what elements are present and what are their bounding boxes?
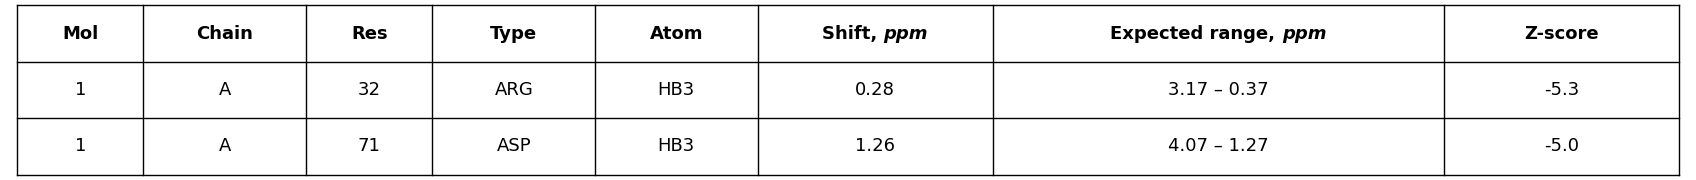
Text: Expected range,: Expected range, (1111, 25, 1282, 43)
Text: Type: Type (490, 25, 538, 43)
Text: ARG: ARG (495, 81, 533, 99)
Text: HB3: HB3 (658, 137, 695, 155)
Text: 32: 32 (358, 81, 380, 99)
Text: Z-score: Z-score (1525, 25, 1599, 43)
Text: Chain: Chain (197, 25, 253, 43)
Text: Atom: Atom (650, 25, 704, 43)
Text: Mol: Mol (63, 25, 98, 43)
Text: 71: 71 (358, 137, 380, 155)
Text: ASP: ASP (497, 137, 531, 155)
Text: -5.3: -5.3 (1543, 81, 1579, 99)
Text: 1: 1 (75, 137, 86, 155)
Text: 4.07 – 1.27: 4.07 – 1.27 (1169, 137, 1269, 155)
Text: HB3: HB3 (658, 81, 695, 99)
Text: A: A (219, 137, 231, 155)
Text: 0.28: 0.28 (855, 81, 895, 99)
Text: 1: 1 (75, 81, 86, 99)
Text: 1.26: 1.26 (855, 137, 895, 155)
Text: ppm: ppm (1282, 25, 1326, 43)
Text: A: A (219, 81, 231, 99)
Text: -5.0: -5.0 (1543, 137, 1579, 155)
Text: Shift,: Shift, (823, 25, 884, 43)
Text: ppm: ppm (884, 25, 928, 43)
Text: Res: Res (351, 25, 388, 43)
Text: 3.17 – 0.37: 3.17 – 0.37 (1169, 81, 1269, 99)
